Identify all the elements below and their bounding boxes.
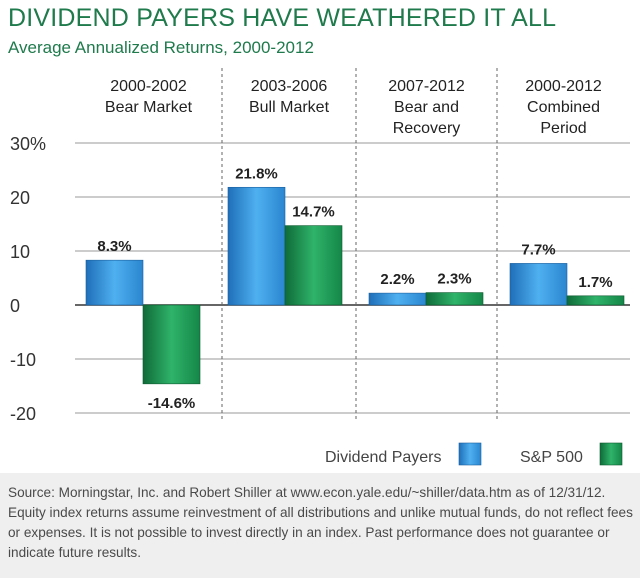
dividend-payers-bar <box>509 263 568 306</box>
sp500-bar <box>284 225 343 306</box>
y-tick-label: 20 <box>10 188 30 208</box>
bar-value-label: 1.7% <box>578 274 612 291</box>
legend-swatch <box>458 442 482 466</box>
y-tick-label: -20 <box>10 404 36 424</box>
sp500-bar <box>425 292 484 306</box>
period-name-label: Combined <box>527 99 600 116</box>
chart-subtitle: Average Annualized Returns, 2000-2012 <box>8 38 314 57</box>
bar-value-label: 21.8% <box>235 165 278 182</box>
sp500-bar <box>566 295 625 306</box>
period-name-label: Bull Market <box>249 99 330 116</box>
period-years-label: 2000-2012 <box>525 78 602 95</box>
period-name-label: Recovery <box>393 120 461 137</box>
dividend-payers-bar <box>368 292 427 306</box>
dividend-payers-bar <box>85 259 144 306</box>
bar-value-label: 14.7% <box>292 204 335 221</box>
y-tick-label: 0 <box>10 296 20 316</box>
bar-value-label: 2.2% <box>380 271 414 288</box>
legend-label: S&P 500 <box>520 449 583 466</box>
bar-value-label: 2.3% <box>437 271 471 288</box>
legend-label: Dividend Payers <box>325 449 442 466</box>
sp500-bar <box>142 304 201 385</box>
y-tick-label: 30% <box>10 134 46 154</box>
y-tick-label: -10 <box>10 350 36 370</box>
bar-chart: 30% 20 10 0 -10 -20 2000-2002 Bear Market 2003-… <box>10 68 630 466</box>
source-note: Source: Morningstar, Inc. and Robert Shi… <box>8 485 633 560</box>
chart-title: DIVIDEND PAYERS HAVE WEATHERED IT ALL <box>8 4 557 32</box>
period-years-label: 2003-2006 <box>251 78 328 95</box>
period-name-label: Bear Market <box>105 99 193 116</box>
dividend-payers-bar <box>227 186 286 306</box>
bar-value-label: -14.6% <box>148 395 196 412</box>
footer-band <box>0 473 640 578</box>
period-years-label: 2007-2012 <box>388 78 465 95</box>
period-name-label: Bear and <box>394 99 459 116</box>
legend-swatch <box>599 442 623 466</box>
period-name-label: Period <box>540 120 586 137</box>
y-tick-label: 10 <box>10 242 30 262</box>
bar-value-label: 7.7% <box>521 241 555 258</box>
bar-value-label: 8.3% <box>97 238 131 255</box>
period-years-label: 2000-2002 <box>110 78 187 95</box>
